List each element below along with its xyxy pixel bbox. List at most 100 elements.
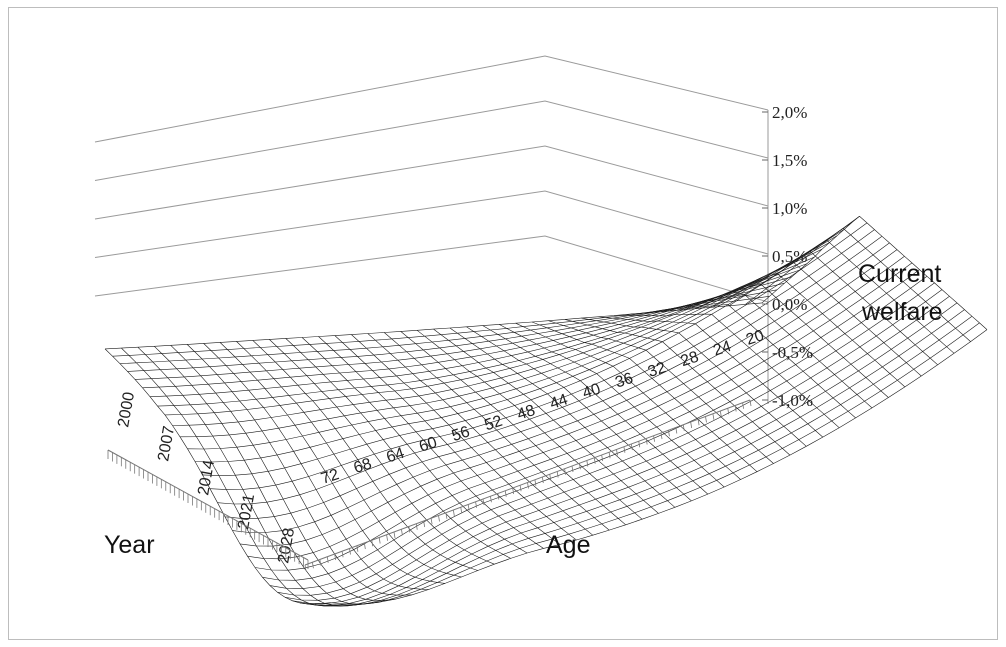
surface-age-line [351,334,577,541]
surface-age-line [104,348,331,605]
surface-year-line [157,256,815,407]
age-minor-tick [653,435,655,442]
age-minor-tick [719,410,722,418]
z-tick-label: 1,0% [772,199,807,218]
age-minor-tick [401,529,403,536]
surface-year-line [149,263,808,397]
surface-age-line [334,335,561,545]
age-tick-label: 60 [417,434,439,456]
age-axis-ticks: 20 24 28 32 36 40 44 48 52 56 60 64 68 72 [304,327,766,572]
age-tick-label: 52 [482,413,504,435]
surface-age-line [137,346,363,607]
age-minor-tick [482,498,485,506]
z-tick-label: -0,5% [772,343,813,362]
x-axis-title: Age [546,531,590,559]
surface-age-line [712,251,938,366]
chart-frame [8,7,998,640]
surface-year-line [112,296,770,357]
age-minor-tick [326,556,329,563]
age-minor-tick [579,463,581,470]
age-minor-tick [630,443,633,451]
age-tick-label: 20 [744,327,766,349]
surface-age-line [252,340,478,571]
age-minor-tick [638,441,641,448]
age-tick-label: 56 [450,423,472,445]
age-minor-tick [519,485,522,492]
surface-age-line [154,346,380,605]
surface-year-line [179,235,838,438]
age-minor-tick [616,449,618,456]
z-tick-label: 0,5% [772,247,807,266]
z-axis-title-line2: welfare [861,298,943,326]
surface-age-line [400,331,626,526]
age-minor-tick [356,545,359,552]
age-minor-tick [452,509,455,517]
surface-age-line [646,294,873,409]
year-axis-ticks: 2000 2007 2014 2021 2028 [107,391,309,569]
age-minor-tick [319,559,322,566]
age-tick-label: 32 [646,359,668,381]
age-minor-tick [682,424,685,431]
surface-age-line [515,322,741,480]
age-minor-tick [660,432,663,440]
age-tick-label: 24 [711,338,733,360]
surface-year-line [119,289,778,364]
year-tick-label: 2000 [115,391,138,429]
age-minor-tick [430,518,433,525]
age-minor-tick [549,474,552,481]
y-axis-title: Year [104,531,155,559]
surface-age-line [367,333,593,536]
age-minor-tick [608,452,611,459]
z-tick-label: 1,5% [772,151,807,170]
z-tick-label: 2,0% [772,103,807,122]
age-tick-label: 44 [548,391,570,413]
age-minor-tick [697,419,700,426]
age-minor-tick [668,430,670,437]
age-minor-tick [304,564,307,572]
surface-age-line [548,320,774,464]
surface-age-line [170,345,396,601]
surface-age-line [318,336,544,549]
wall-gridline [94,100,769,181]
year-axis-line [107,449,309,561]
age-minor-tick [445,512,448,519]
age-minor-tick [415,523,418,530]
surface-age-line [449,327,676,508]
surface-age-line [614,313,840,428]
surface-year-line [202,216,860,476]
surface-year-line [307,309,965,607]
age-tick-label: 28 [679,348,701,370]
age-minor-tick [312,562,314,569]
age-minor-tick [512,487,515,495]
age-tick-label: 68 [352,455,374,477]
age-minor-tick [534,479,537,486]
age-minor-tick [460,507,463,514]
age-minor-tick [571,465,574,473]
surface-year-line [314,316,973,607]
age-minor-tick [349,548,351,555]
surface-age-line [433,328,659,514]
age-minor-tick [527,482,529,489]
age-minor-tick [504,490,507,497]
age-minor-tick [586,460,589,467]
surface-age-line [301,337,528,554]
surface-age-line [482,325,708,495]
age-minor-tick [393,531,396,539]
z-axis-title-line1: Current [858,260,941,288]
age-minor-tick [371,540,374,547]
age-minor-tick [734,405,737,412]
age-minor-tick [490,496,492,503]
surface-age-line [219,342,446,584]
surface-mesh [104,215,988,607]
age-minor-tick [564,468,566,475]
age-minor-tick [690,421,693,429]
surface-age-line [761,215,988,330]
year-tick-label: 2021 [235,493,258,531]
age-tick-label: 36 [613,370,635,392]
z-tick-label: -1,0% [772,391,813,410]
age-minor-tick [623,446,626,453]
year-tick-label: 2007 [155,425,178,463]
surface-age-line [531,321,758,472]
age-minor-tick [749,399,752,407]
